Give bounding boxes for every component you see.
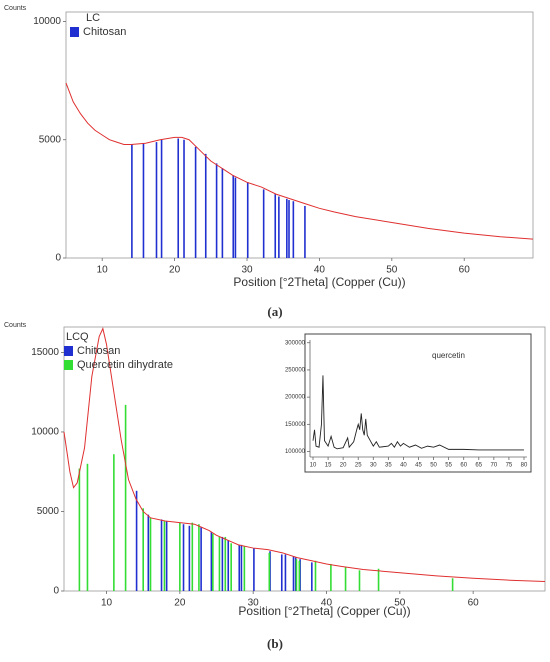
y-tick-label: 0 [55, 253, 61, 264]
plot-frame [63, 326, 546, 592]
x-tick-label: 80 [521, 463, 528, 469]
x-axis-label: Position [°2Theta] (Copper (Cu)) [233, 275, 405, 289]
x-tick-label: 20 [174, 598, 186, 609]
legend-label: Chitosan [83, 26, 126, 38]
x-tick-label: 75 [506, 463, 513, 469]
curve [65, 82, 534, 240]
x-tick-label: 55 [445, 463, 452, 469]
x-tick-label: 30 [248, 598, 260, 609]
y-tick-label: 15000 [31, 347, 59, 358]
y-tick-label: 5000 [39, 134, 62, 145]
x-tick-label: 40 [321, 598, 333, 609]
legend-title: LCQ [66, 331, 89, 343]
y-tick-label: 5000 [37, 506, 60, 517]
x-tick-label: 25 [355, 463, 362, 469]
x-tick-label: 10 [101, 598, 113, 609]
y-axis-label: Counts [4, 5, 27, 12]
x-axis-label: Position [°2Theta] (Copper (Cu)) [238, 604, 410, 618]
inset-frame [304, 333, 532, 473]
x-tick-label: 10 [97, 265, 109, 276]
x-tick-label: 65 [475, 463, 482, 469]
x-tick-label: 60 [460, 463, 467, 469]
x-tick-label: 35 [385, 463, 392, 469]
x-tick-label: 20 [169, 265, 181, 276]
x-tick-label: 10 [310, 463, 317, 469]
legend-swatch [64, 346, 73, 356]
y-tick-label: 0 [53, 586, 59, 597]
curve [63, 327, 546, 582]
panel-label: (b) [267, 636, 283, 651]
x-tick-label: 50 [386, 265, 398, 276]
x-tick-label: 20 [340, 463, 347, 469]
x-tick-label: 70 [491, 463, 498, 469]
y-axis-label: Counts [4, 322, 27, 329]
panel-label: (a) [267, 304, 282, 319]
x-tick-label: 15 [325, 463, 332, 469]
legend-swatch [64, 360, 73, 370]
x-tick-label: 40 [314, 265, 326, 276]
y-tick-label: 300000 [285, 340, 306, 346]
inset-title: quercetin [432, 351, 465, 360]
x-tick-label: 45 [415, 463, 422, 469]
legend-label: Quercetin dihydrate [77, 359, 173, 371]
plot-frame [65, 11, 534, 259]
y-tick-label: 200000 [285, 395, 306, 401]
y-tick-label: 150000 [285, 422, 306, 428]
legend-swatch [70, 27, 79, 37]
x-tick-label: 30 [370, 463, 377, 469]
y-tick-label: 100000 [285, 449, 306, 455]
x-tick-label: 60 [459, 265, 471, 276]
y-tick-label: 250000 [285, 368, 306, 374]
y-tick-label: 10000 [31, 427, 59, 438]
x-tick-label: 30 [241, 265, 253, 276]
x-tick-label: 60 [468, 598, 480, 609]
x-tick-label: 50 [394, 598, 406, 609]
y-tick-label: 10000 [33, 16, 61, 27]
x-tick-label: 50 [430, 463, 437, 469]
legend-label: Chitosan [77, 345, 120, 357]
x-tick-label: 40 [400, 463, 407, 469]
curve [312, 375, 524, 451]
legend-title: LC [86, 12, 100, 24]
